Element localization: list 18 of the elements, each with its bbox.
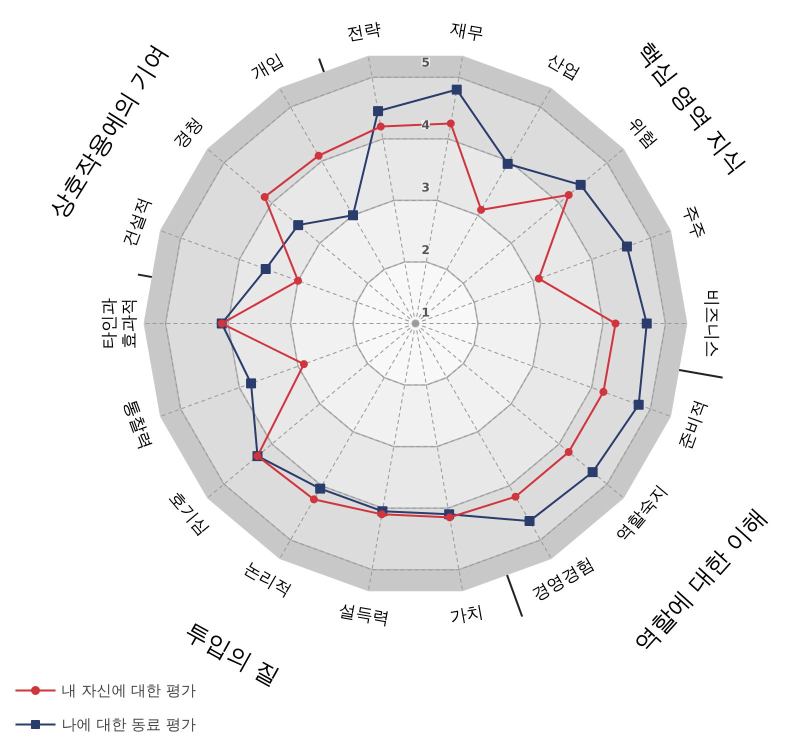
spoke-label: 위험 — [624, 114, 661, 153]
y-tick-label: 4 — [422, 118, 430, 132]
spoke-label: 재무 — [448, 19, 486, 45]
y-tick-label: 5 — [422, 56, 430, 70]
y-tick-label: 1 — [422, 306, 430, 320]
spoke-label: 산업 — [544, 50, 584, 84]
spoke-label: 타인과 효과적 — [100, 298, 140, 349]
spoke-label: 비즈니스 — [701, 290, 722, 358]
spoke-label: 주주 — [678, 202, 709, 242]
spoke-label: 전략 — [346, 19, 383, 45]
y-tick-label: 2 — [422, 243, 430, 257]
y-tick-label: 3 — [422, 180, 430, 194]
spoke-label: 가치 — [448, 602, 486, 628]
spoke-label: 개입 — [248, 50, 288, 84]
spoke-label: 설득력 — [337, 600, 391, 630]
legend-label: 내 자신에 대한 평가 — [62, 682, 196, 700]
spoke-label: 경청 — [170, 114, 208, 153]
legend-label: 나에 대한 동료 평가 — [62, 716, 196, 734]
